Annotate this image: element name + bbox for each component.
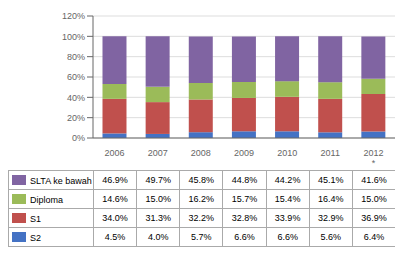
html-text:32.9%: 32.9% [318, 213, 344, 223]
svg-text:0%: 0% [72, 133, 85, 143]
html-text:5.6%: 5.6% [320, 232, 341, 242]
html-text:15.0%: 15.0% [361, 194, 387, 204]
html-text:Diploma: Diploma [30, 194, 63, 205]
html-text:32.2%: 32.2% [188, 213, 215, 223]
svg-text:2006: 2006 [105, 148, 125, 158]
html-text:16.4%: 16.4% [318, 194, 344, 204]
html-text:41.6%: 41.6% [361, 175, 387, 185]
html-text:SLTA ke bawah: SLTA ke bawah [30, 175, 92, 186]
svg-text:40%: 40% [67, 93, 85, 103]
html-text:45.1%: 45.1% [318, 175, 344, 185]
html-text:15.7%: 15.7% [231, 194, 258, 204]
html-text:33.9%: 33.9% [274, 213, 301, 223]
html-text:44.2%: 44.2% [274, 175, 301, 185]
html-text:14.6%: 14.6% [102, 194, 128, 204]
html-text:16.2%: 16.2% [188, 194, 215, 204]
svg-text:2009: 2009 [234, 148, 254, 158]
html-text:6.4%: 6.4% [363, 232, 385, 242]
html-text:5.7%: 5.7% [191, 232, 212, 242]
svg-text:100%: 100% [62, 32, 85, 42]
svg-text:2012*: 2012* [363, 148, 383, 168]
html-text:45.8%: 45.8% [188, 175, 215, 185]
html-text:15.0%: 15.0% [145, 194, 171, 204]
svg-text:2011: 2011 [321, 148, 340, 158]
html-text:15.4%: 15.4% [274, 194, 301, 204]
html-text:6.6%: 6.6% [234, 232, 255, 242]
svg-text:80%: 80% [67, 52, 85, 62]
html-text:6.6%: 6.6% [277, 232, 298, 242]
html-text:46.9%: 46.9% [102, 175, 128, 185]
svg-text:2010: 2010 [277, 148, 297, 158]
html-text:44.8%: 44.8% [231, 175, 258, 185]
html-text:36.9%: 36.9% [361, 213, 387, 223]
svg-text:60%: 60% [67, 72, 85, 82]
html-text:34.0%: 34.0% [102, 213, 128, 223]
html-text:32.8%: 32.8% [231, 213, 258, 223]
html-text:31.3%: 31.3% [145, 213, 171, 223]
svg-text:20%: 20% [67, 113, 85, 123]
svg-text:120%: 120% [62, 11, 85, 21]
html-text:49.7%: 49.7% [145, 175, 171, 185]
svg-text:2007: 2007 [148, 148, 168, 158]
html-text:4.0%: 4.0% [148, 232, 169, 242]
html-text:S2: S2 [30, 232, 41, 243]
html-text:S1: S1 [30, 213, 41, 224]
html-text:4.5%: 4.5% [104, 232, 126, 242]
svg-text:2008: 2008 [191, 148, 211, 158]
